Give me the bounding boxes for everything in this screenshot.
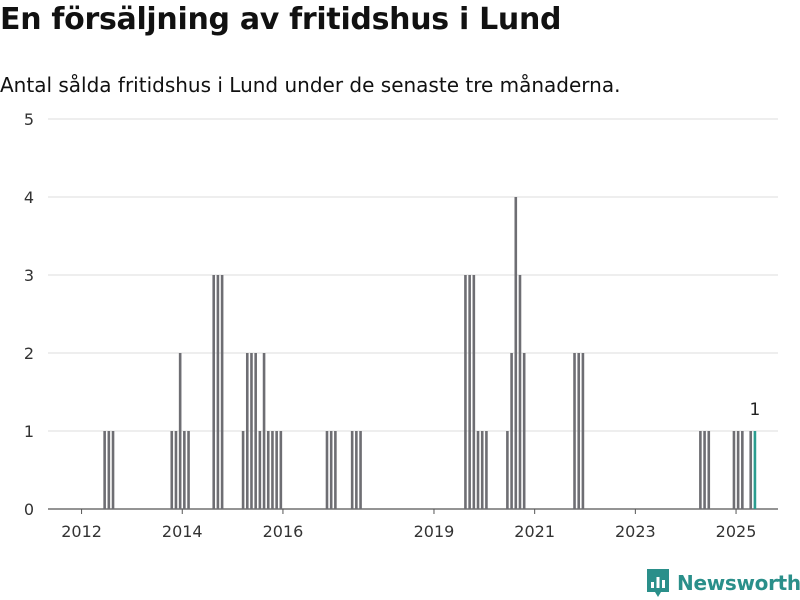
bar-highlighted — [754, 431, 757, 509]
bar — [271, 431, 274, 509]
bar — [280, 431, 283, 509]
y-tick-label: 2 — [24, 344, 34, 363]
bar — [175, 431, 178, 509]
bar — [481, 431, 484, 509]
bar — [212, 275, 215, 509]
bar — [510, 353, 513, 509]
bar — [330, 431, 333, 509]
bar — [170, 431, 173, 509]
bar — [749, 431, 752, 509]
bar — [577, 353, 580, 509]
y-tick-label: 3 — [24, 266, 34, 285]
bar — [221, 275, 224, 509]
bar — [242, 431, 245, 509]
bar — [468, 275, 471, 509]
bar — [573, 353, 576, 509]
x-tick-label: 2021 — [514, 522, 555, 541]
bar — [355, 431, 358, 509]
bar — [733, 431, 736, 509]
data-labels: 1 — [750, 400, 761, 420]
newsworthy-logo-text: Newsworthy — [677, 571, 800, 595]
x-tick-label: 2019 — [414, 522, 455, 541]
bar — [514, 197, 517, 509]
bar — [250, 353, 253, 509]
bar-value-label: 1 — [750, 400, 761, 420]
newsworthy-logo: Newsworthy — [645, 568, 800, 598]
bar — [703, 431, 706, 509]
y-tick-label: 5 — [24, 110, 34, 129]
x-tick-label: 2014 — [162, 522, 203, 541]
bar — [477, 431, 480, 509]
bar — [737, 431, 740, 509]
bar — [741, 431, 744, 509]
y-axis-ticks: 0 1 2 3 4 5 — [24, 110, 34, 519]
bar — [523, 353, 526, 509]
bar — [485, 431, 488, 509]
chart-subtitle: Antal sålda fritidshus i Lund under de s… — [0, 73, 620, 97]
bar — [254, 353, 257, 509]
y-tick-label: 1 — [24, 422, 34, 441]
bar — [187, 431, 190, 509]
bar — [326, 431, 329, 509]
bar — [275, 431, 278, 509]
y-tick-label: 4 — [24, 188, 34, 207]
bar — [334, 431, 337, 509]
bar — [259, 431, 262, 509]
gridlines — [48, 119, 778, 509]
x-tick-label: 2023 — [615, 522, 656, 541]
bar — [112, 431, 115, 509]
bar — [179, 353, 182, 509]
bar — [359, 431, 362, 509]
x-tick-label: 2016 — [263, 522, 304, 541]
bar — [506, 431, 509, 509]
bar — [183, 431, 186, 509]
x-tick-label: 2012 — [61, 522, 102, 541]
bar-chart: 0 1 2 3 4 5 1 2012 2014 2016 2019 2021 2023 2025 — [0, 100, 800, 550]
bar — [351, 431, 354, 509]
x-tick-label: 2025 — [716, 522, 757, 541]
bar — [473, 275, 476, 509]
bar — [103, 431, 106, 509]
x-axis-ticks: 2012 2014 2016 2019 2021 2023 2025 — [61, 509, 756, 541]
newsworthy-logo-icon — [645, 568, 671, 598]
bar — [699, 431, 702, 509]
bar — [246, 353, 249, 509]
chart-title: En försäljning av fritidshus i Lund — [0, 2, 561, 37]
bar — [263, 353, 266, 509]
bar — [519, 275, 522, 509]
bar — [582, 353, 585, 509]
bar — [464, 275, 467, 509]
y-tick-label: 0 — [24, 500, 34, 519]
bar — [217, 275, 220, 509]
bar — [108, 431, 111, 509]
bar — [707, 431, 710, 509]
bar — [267, 431, 270, 509]
